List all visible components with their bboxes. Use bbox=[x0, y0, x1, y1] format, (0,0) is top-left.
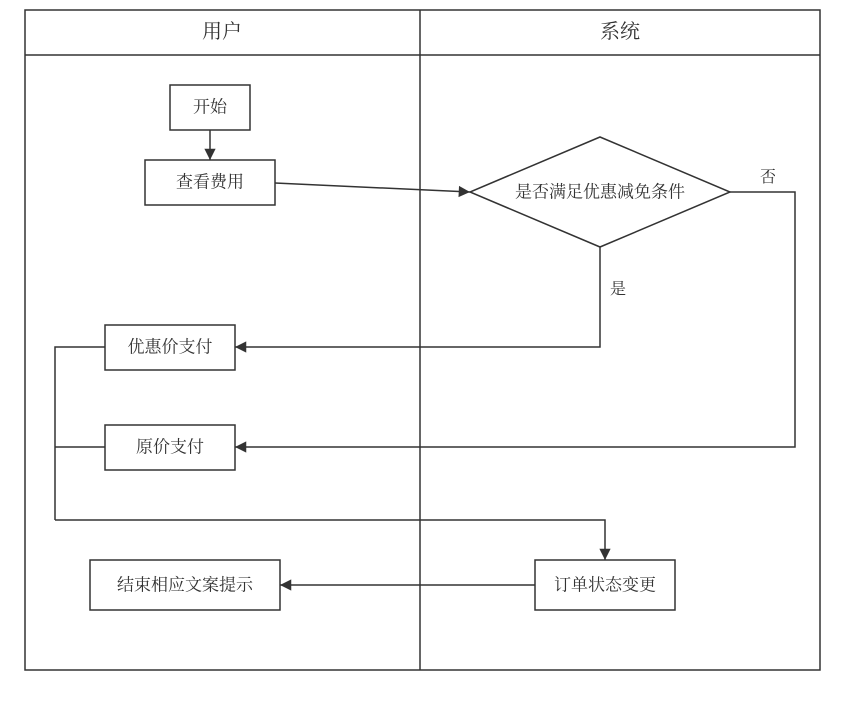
node-start-label: 开始 bbox=[193, 92, 228, 117]
node-pay-original-label: 原价支付 bbox=[136, 432, 204, 457]
flowchart-canvas: 用户 系统 开始 查看费用 是否满足优惠减免条件 优惠价支付 原价支付 订单状态… bbox=[0, 0, 846, 720]
node-end: 结束相应文案提示 bbox=[90, 560, 280, 610]
node-pay-original: 原价支付 bbox=[105, 425, 235, 470]
node-view-cost-label: 查看费用 bbox=[176, 167, 244, 192]
edge-decision-yes bbox=[235, 247, 600, 347]
node-view-cost: 查看费用 bbox=[145, 160, 275, 205]
edge-decision-no bbox=[235, 192, 795, 447]
edge-paydisc-merge bbox=[55, 347, 105, 520]
node-order-update-label: 订单状态变更 bbox=[554, 570, 656, 595]
node-decision: 是否满足优惠减免条件 bbox=[470, 137, 730, 247]
lane-header-system: 系统 bbox=[600, 15, 640, 44]
edge-viewcost-decision bbox=[275, 183, 470, 192]
node-pay-discount-label: 优惠价支付 bbox=[128, 332, 213, 357]
lane-header-user: 用户 bbox=[202, 15, 242, 44]
edge-merge-orderupd bbox=[55, 520, 605, 560]
edge-decision-yes-label: 是 bbox=[610, 276, 626, 299]
node-start: 开始 bbox=[170, 85, 250, 130]
edge-decision-no-label: 否 bbox=[760, 164, 776, 187]
node-pay-discount: 优惠价支付 bbox=[105, 325, 235, 370]
node-order-update: 订单状态变更 bbox=[535, 560, 675, 610]
node-decision-label: 是否满足优惠减免条件 bbox=[515, 177, 685, 202]
node-end-label: 结束相应文案提示 bbox=[117, 570, 254, 595]
